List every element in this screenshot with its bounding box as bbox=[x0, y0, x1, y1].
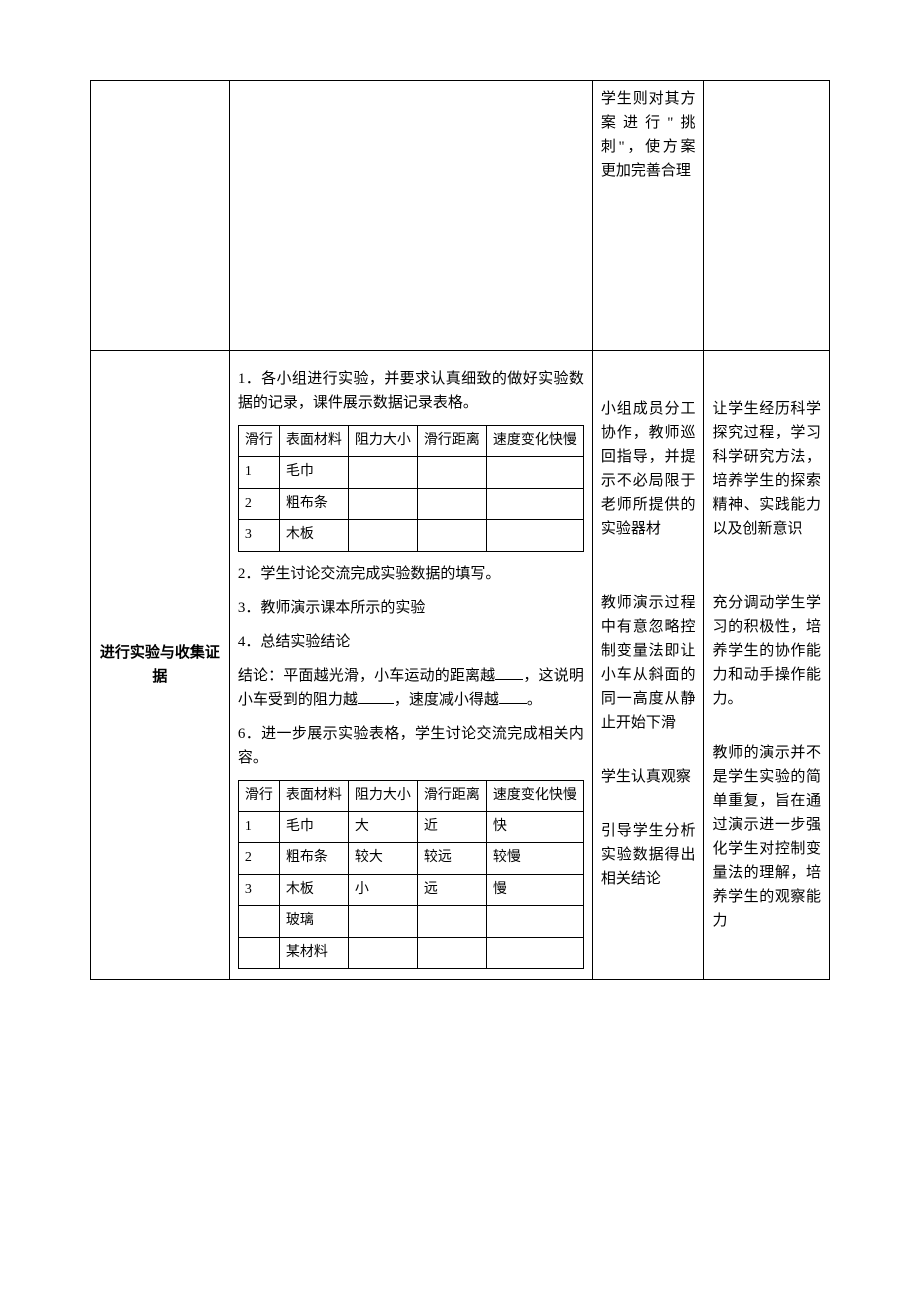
experiment-table-2: 滑行 表面材料 阻力大小 滑行距离 速度变化快慢 1 毛巾 大 bbox=[238, 780, 584, 969]
t2-h2: 阻力大小 bbox=[348, 780, 417, 811]
para3: 3．教师演示课本所示的实验 bbox=[238, 596, 584, 620]
para5-end: 。 bbox=[527, 692, 542, 708]
t2-h3: 滑行距离 bbox=[417, 780, 486, 811]
conclusion-para: 结论：平面越光滑，小车运动的距离越，这说明小车受到的阻力越，速度减小得越。 bbox=[238, 664, 584, 712]
table-row: 2 粗布条 较大 较远 较慢 bbox=[238, 843, 583, 874]
activity4: 引导学生分析实验数据得出相关结论 bbox=[601, 819, 696, 891]
t1-h1: 表面材料 bbox=[279, 426, 348, 457]
para5-pre: 结论：平面越光滑，小车运动的距离越 bbox=[238, 668, 495, 684]
row2-left-title: 进行实验与收集证据 bbox=[91, 351, 230, 980]
activity2: 教师演示过程中有意忽略控制变量法即让小车从斜面的同一高度从静止开始下滑 bbox=[601, 591, 696, 735]
table-row: 1 毛巾 大 近 快 bbox=[238, 811, 583, 842]
row1-intent-cell bbox=[704, 81, 830, 351]
t1-h3: 滑行距离 bbox=[417, 426, 486, 457]
intent3: 教师的演示并不是学生实验的简单重复，旨在通过演示进一步强化学生对控制变量法的理解… bbox=[712, 741, 821, 933]
t1-h2: 阻力大小 bbox=[348, 426, 417, 457]
t2-h1: 表面材料 bbox=[279, 780, 348, 811]
row1-activity-text: 学生则对其方案进行"挑刺"，使方案更加完善合理 bbox=[601, 87, 696, 183]
intent1: 让学生经历科学探究过程，学习科学研究方法，培养学生的探索精神、实践能力以及创新意… bbox=[712, 397, 821, 541]
t2-h4: 速度变化快慢 bbox=[486, 780, 583, 811]
t2-h0: 滑行 bbox=[238, 780, 279, 811]
table-row: 2 粗布条 bbox=[238, 488, 583, 519]
para1: 1．各小组进行实验，并要求认真细致的做好实验数据的记录，课件展示数据记录表格。 bbox=[238, 367, 584, 415]
para2: 2．学生讨论交流完成实验数据的填写。 bbox=[238, 562, 584, 586]
activity3: 学生认真观察 bbox=[601, 765, 696, 789]
row2-middle-cell: 1．各小组进行实验，并要求认真细致的做好实验数据的记录，课件展示数据记录表格。 … bbox=[229, 351, 592, 980]
table-row: 某材料 bbox=[238, 937, 583, 968]
fill-blank bbox=[499, 689, 527, 704]
intent2: 充分调动学生学习的积极性，培养学生的协作能力和动手操作能力。 bbox=[712, 591, 821, 711]
row1-left-cell bbox=[91, 81, 230, 351]
row1-activity-cell: 学生则对其方案进行"挑刺"，使方案更加完善合理 bbox=[592, 81, 704, 351]
fill-blank bbox=[495, 665, 523, 680]
lesson-plan-table: 学生则对其方案进行"挑刺"，使方案更加完善合理 进行实验与收集证据 1．各小组进… bbox=[90, 80, 830, 980]
t1-h0: 滑行 bbox=[238, 426, 279, 457]
table-row: 3 木板 bbox=[238, 520, 583, 551]
para4: 4．总结实验结论 bbox=[238, 630, 584, 654]
para6: 6．进一步展示实验表格，学生讨论交流完成相关内容。 bbox=[238, 722, 584, 770]
experiment-table-1: 滑行 表面材料 阻力大小 滑行距离 速度变化快慢 1 毛巾 bbox=[238, 425, 584, 552]
para5-mid2: ，速度减小得越 bbox=[394, 692, 499, 708]
table-row: 1 毛巾 bbox=[238, 457, 583, 488]
activity1: 小组成员分工协作，教师巡回指导，并提示不必局限于老师所提供的实验器材 bbox=[601, 397, 696, 541]
table-row: 玻璃 bbox=[238, 906, 583, 937]
row2-intent-cell: 让学生经历科学探究过程，学习科学研究方法，培养学生的探索精神、实践能力以及创新意… bbox=[704, 351, 830, 980]
t1-h4: 速度变化快慢 bbox=[486, 426, 583, 457]
row1-middle-cell bbox=[229, 81, 592, 351]
fill-blank bbox=[358, 689, 394, 704]
table-row: 3 木板 小 远 慢 bbox=[238, 874, 583, 905]
row2-activity-cell: 小组成员分工协作，教师巡回指导，并提示不必局限于老师所提供的实验器材 教师演示过… bbox=[592, 351, 704, 980]
